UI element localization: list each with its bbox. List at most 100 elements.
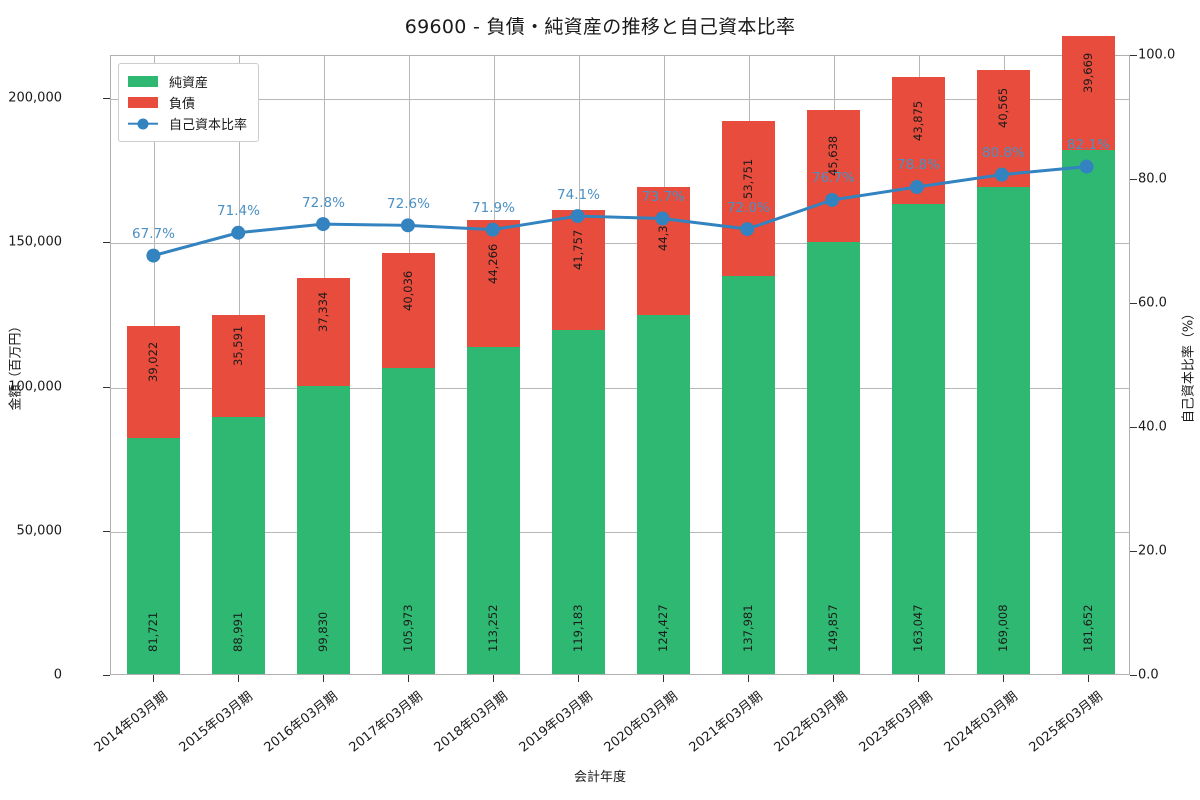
x-axis-tick-mark xyxy=(577,675,579,682)
bar-group[interactable]: 124,427 44,315 xyxy=(637,187,690,674)
bar-segment-liabilities[interactable]: 45,638 xyxy=(807,110,860,242)
ratio-line-marker[interactable] xyxy=(231,225,246,240)
gridline-horizontal xyxy=(111,387,1129,389)
legend-item-liabilities[interactable]: 負債 xyxy=(128,92,247,113)
x-axis-tick-label: 2024年03月期 xyxy=(941,689,1021,756)
bar-group[interactable]: 137,981 53,751 xyxy=(722,121,775,674)
y-axis-left-tick-mark xyxy=(103,675,110,676)
bar-segment-equity[interactable]: 105,973 xyxy=(382,368,435,674)
chart-title: 69600 - 負債・純資産の推移と自己資本比率 xyxy=(404,16,796,38)
x-axis-tick-mark xyxy=(1002,675,1004,682)
x-axis-tick-label: 2022年03月期 xyxy=(771,689,851,756)
bar-segment-equity[interactable]: 99,830 xyxy=(297,386,350,674)
ratio-value-label: 78.8% xyxy=(897,157,940,174)
bar-segment-equity[interactable]: 81,721 xyxy=(127,438,180,674)
bar-segment-equity[interactable]: 113,252 xyxy=(467,347,520,674)
x-axis-tick-label: 2025年03月期 xyxy=(1026,689,1106,756)
bar-group[interactable]: 119,183 41,757 xyxy=(552,209,605,674)
legend-label-liabilities: 負債 xyxy=(169,97,196,112)
ratio-line-layer xyxy=(146,159,1094,263)
x-axis-tick-mark xyxy=(917,675,919,682)
bar-segment-equity[interactable]: 149,857 xyxy=(807,241,860,674)
bar-segment-liabilities[interactable]: 39,669 xyxy=(1062,35,1115,151)
y-axis-right-tick-label: 60.0 xyxy=(1138,295,1167,311)
y-axis-left-tick-mark xyxy=(103,530,110,532)
bar-group[interactable]: 105,973 40,036 xyxy=(382,252,435,674)
ratio-line-marker[interactable] xyxy=(1079,159,1094,174)
bar-group[interactable]: 88,991 35,591 xyxy=(212,314,265,674)
x-axis-tick-label: 2019年03月期 xyxy=(516,689,596,756)
y-axis-right-tick-label: 20.0 xyxy=(1138,543,1167,559)
ratio-line-marker[interactable] xyxy=(146,248,161,263)
ratio-line-marker[interactable] xyxy=(994,167,1009,182)
y-axis-left-title: 金額（百万円） xyxy=(8,319,24,411)
bar-segment-equity[interactable]: 163,047 xyxy=(892,203,945,674)
y-axis-left-tick-label: 100,000 xyxy=(8,379,62,395)
bar-segment-equity[interactable]: 181,652 xyxy=(1062,150,1115,674)
ratio-line-marker[interactable] xyxy=(909,180,924,194)
bar-segment-liabilities[interactable]: 44,315 xyxy=(637,187,690,316)
y-axis-right-tick-label: 40.0 xyxy=(1138,419,1167,435)
bar-segment-equity[interactable]: 88,991 xyxy=(212,417,265,674)
ratio-value-label: 67.7% xyxy=(132,226,175,243)
y-axis-left-tick-label: 150,000 xyxy=(8,234,62,250)
ratio-value-label: 73.7% xyxy=(642,189,685,206)
bar-segment-liabilities[interactable]: 44,266 xyxy=(467,219,520,348)
ratio-line-marker[interactable] xyxy=(740,222,755,237)
bar-group[interactable]: 169,008 40,565 xyxy=(977,69,1030,674)
y-axis-right-tick-mark xyxy=(1130,551,1137,552)
y-axis-right-title: 自己資本比率（%） xyxy=(1181,306,1197,424)
bar-segment-equity[interactable]: 119,183 xyxy=(552,330,605,674)
ratio-value-label: 82.1% xyxy=(1067,136,1110,153)
ratio-value-label: 72.0% xyxy=(727,199,770,216)
ratio-line-marker[interactable] xyxy=(485,222,500,237)
y-axis-right-tick-label: 100.0 xyxy=(1138,47,1176,63)
bar-group[interactable]: 113,252 44,266 xyxy=(467,219,520,674)
x-axis-title: 会計年度 xyxy=(573,770,626,785)
x-axis-tick-mark xyxy=(152,675,154,682)
bar-segment-equity[interactable]: 124,427 xyxy=(637,315,690,674)
ratio-line-marker[interactable] xyxy=(316,217,331,232)
bar-segment-liabilities[interactable]: 41,757 xyxy=(552,209,605,331)
x-axis-tick-mark xyxy=(832,675,834,682)
ratio-line-marker[interactable] xyxy=(570,209,585,224)
x-axis-tick-label: 2015年03月期 xyxy=(176,689,256,756)
legend-item-equity[interactable]: 純資産 xyxy=(128,71,247,92)
bar-segment-liabilities[interactable]: 40,036 xyxy=(382,252,435,369)
x-axis-tick-mark xyxy=(1087,675,1089,682)
chart-legend: 純資産 負債 自己資本比率 xyxy=(118,63,260,142)
x-axis-tick-mark xyxy=(747,675,749,682)
legend-label-equity: 純資産 xyxy=(169,76,209,91)
bar-group[interactable]: 99,830 37,334 xyxy=(297,278,350,674)
y-axis-left-tick-mark xyxy=(103,242,110,244)
x-axis-tick-label: 2021年03月期 xyxy=(686,689,766,756)
bar-segment-liabilities[interactable]: 53,751 xyxy=(722,121,775,277)
ratio-value-label: 71.4% xyxy=(217,203,260,220)
bar-segment-liabilities[interactable]: 37,334 xyxy=(297,278,350,387)
bar-segment-liabilities[interactable]: 35,591 xyxy=(212,314,265,418)
ratio-line-marker[interactable] xyxy=(825,193,840,207)
y-axis-left-tick-label: 0 xyxy=(53,667,62,683)
bar-segment-equity[interactable]: 169,008 xyxy=(977,186,1030,674)
bar-group[interactable]: 149,857 45,638 xyxy=(807,110,860,674)
y-axis-right-tick-mark xyxy=(1130,55,1137,56)
ratio-value-label: 72.8% xyxy=(302,194,345,211)
y-axis-left-tick-mark xyxy=(103,98,110,100)
bar-segment-liabilities[interactable]: 39,022 xyxy=(127,325,180,439)
y-axis-right-tick-mark xyxy=(1130,179,1137,180)
bar-segment-equity[interactable]: 137,981 xyxy=(722,276,775,674)
ratio-line-marker[interactable] xyxy=(400,218,415,233)
legend-line-marker-icon xyxy=(128,118,158,129)
bars-layer: 81,721 39,022 88,991 35,591 99,830 37,334 105,… xyxy=(111,35,1129,674)
bar-segment-liabilities[interactable]: 40,565 xyxy=(977,69,1030,187)
bar-group[interactable]: 81,721 39,022 xyxy=(127,325,180,674)
legend-item-equity-ratio[interactable]: 自己資本比率 xyxy=(128,113,247,134)
bar-group[interactable]: 181,652 39,669 xyxy=(1062,35,1115,674)
plot-area: 81,721 39,022 88,991 35,591 99,830 37,334 105,… xyxy=(110,35,1130,675)
ratio-line-marker[interactable] xyxy=(655,211,670,226)
x-axis-tick-mark xyxy=(492,675,494,682)
data-labels-layer: 67.7% 71.4% 72.8% 72.6% 71.9% 74.1% 73.7% 72.0%… xyxy=(111,56,1129,674)
x-axis-tick-mark xyxy=(322,675,324,682)
x-axis-tick-label: 2016年03月期 xyxy=(261,689,341,756)
